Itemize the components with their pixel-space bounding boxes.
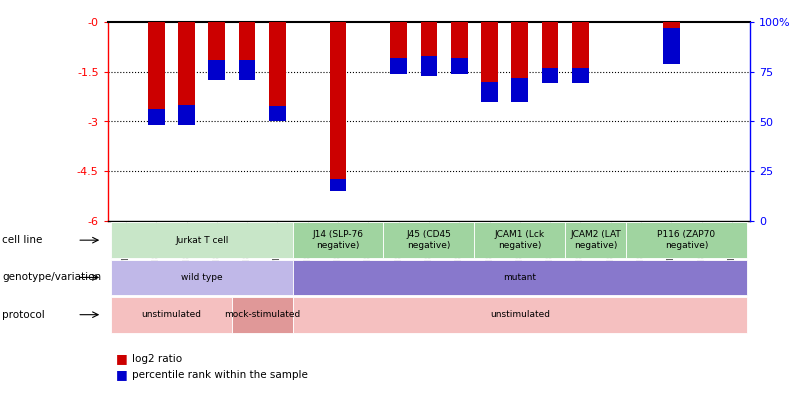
Bar — [512, 78, 528, 102]
Bar — [663, 22, 680, 28]
Bar — [542, 68, 559, 83]
Text: J14 (SLP-76
negative): J14 (SLP-76 negative) — [313, 230, 364, 250]
Bar — [421, 22, 437, 56]
Bar — [421, 56, 437, 76]
Bar — [542, 22, 559, 68]
Bar — [512, 22, 528, 78]
Text: percentile rank within the sample: percentile rank within the sample — [132, 370, 307, 380]
Bar — [663, 28, 680, 64]
Text: unstimulated: unstimulated — [141, 310, 201, 319]
Bar — [572, 68, 589, 83]
Text: ■: ■ — [116, 352, 128, 365]
Bar — [178, 105, 195, 125]
Bar — [390, 22, 407, 58]
Text: P116 (ZAP70
negative): P116 (ZAP70 negative) — [658, 230, 716, 250]
Bar — [330, 22, 346, 179]
Bar — [451, 58, 468, 74]
Bar — [178, 22, 195, 105]
Text: unstimulated: unstimulated — [490, 310, 550, 319]
Text: log2 ratio: log2 ratio — [132, 354, 182, 364]
Text: ■: ■ — [116, 369, 128, 382]
Bar — [330, 179, 346, 191]
Bar — [239, 22, 255, 60]
Bar — [390, 58, 407, 74]
Text: Jurkat T cell: Jurkat T cell — [175, 236, 228, 245]
Text: JCAM2 (LAT
negative): JCAM2 (LAT negative) — [571, 230, 621, 250]
Text: cell line: cell line — [2, 235, 43, 245]
Text: mutant: mutant — [504, 273, 536, 282]
Bar — [208, 22, 225, 60]
Bar — [269, 106, 286, 121]
Bar — [269, 22, 286, 106]
Bar — [481, 22, 498, 82]
Bar — [148, 22, 164, 109]
Bar — [208, 60, 225, 80]
Bar — [572, 22, 589, 68]
Bar — [239, 60, 255, 80]
Text: protocol: protocol — [2, 310, 45, 320]
Text: mock-stimulated: mock-stimulated — [224, 310, 300, 319]
Bar — [481, 82, 498, 102]
Bar — [148, 109, 164, 125]
Bar — [451, 22, 468, 58]
Text: genotype/variation: genotype/variation — [2, 273, 101, 282]
Text: wild type: wild type — [181, 273, 223, 282]
Text: J45 (CD45
negative): J45 (CD45 negative) — [406, 230, 452, 250]
Text: JCAM1 (Lck
negative): JCAM1 (Lck negative) — [495, 230, 545, 250]
